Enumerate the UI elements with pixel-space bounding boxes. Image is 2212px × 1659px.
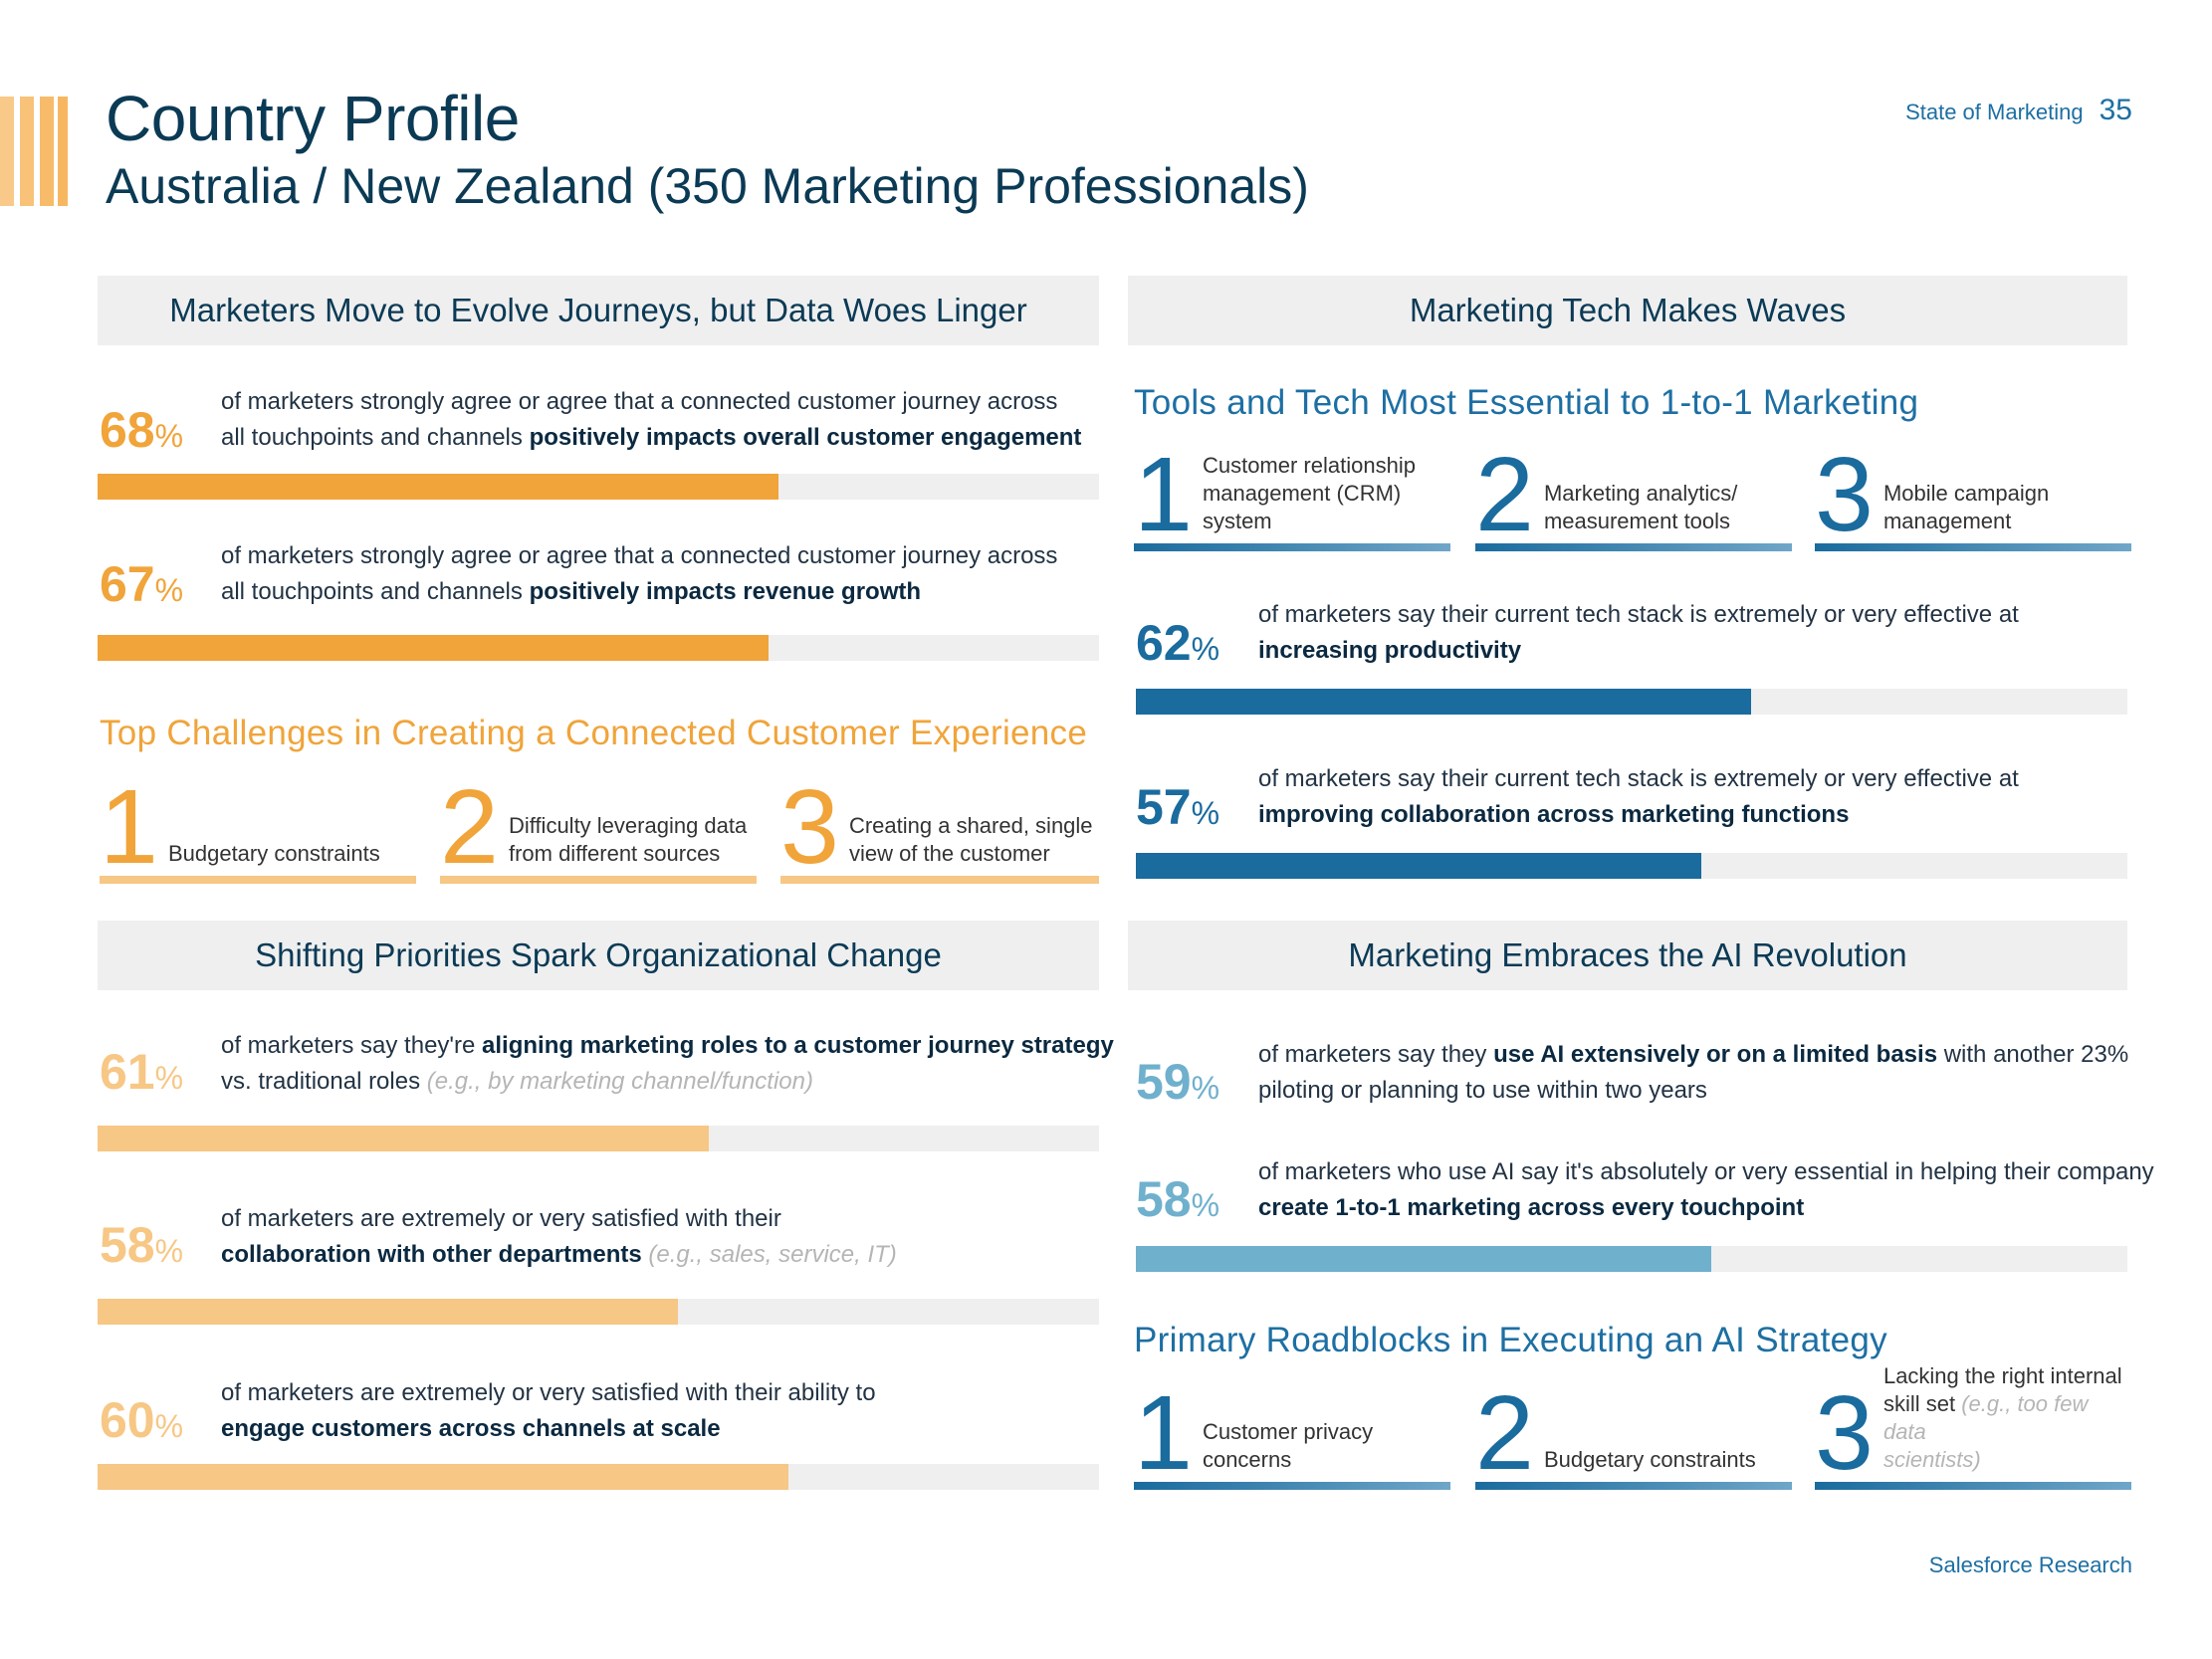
rank-underline [1815,1482,2131,1490]
tech-stat-percent: 57% [1136,779,1220,835]
rank-underline [780,876,1099,884]
journey-stat-percent: 67% [100,556,184,612]
roadblock-label: Customer privacy concerns [1202,1419,1374,1472]
journeys-section-header: Marketers Move to Evolve Journeys, but D… [98,276,1099,345]
priority-stat-bar-track [98,1464,1099,1490]
roadblock-item-3: 3 Lacking the right internal skill set (e… [1815,1363,2131,1492]
tech-stat-bar-track [1136,853,2127,879]
journey-stat-bar-track [98,474,1099,500]
priority-stat-bar-track [98,1299,1099,1325]
priority-stat-percent: 58% [100,1217,184,1273]
rank-number: 1 [1134,1374,1193,1492]
ai-stat-bar-fill [1136,1246,1711,1272]
tool-label: Marketing analytics/measurement tools [1543,481,1738,533]
journey-stat-bar-fill [98,635,770,661]
rank-number: 1 [1134,436,1193,553]
tool-item-2: 2 Marketing analytics/measurement tools [1475,436,1792,553]
rank-underline [440,876,757,884]
priority-stat-percent: 61% [100,1044,184,1100]
footer-source: Salesforce Research [1928,1553,2132,1577]
rank-underline [1134,1482,1450,1490]
page-number: 35 [2099,94,2132,126]
tech-stat-bar-track [1136,689,2127,715]
challenge-item-2: 2 Difficulty leveraging data from differe… [440,768,757,886]
journey-stat-text: of marketers strongly agree or agree tha… [221,542,1058,605]
challenge-label: Difficulty leveraging data from different… [508,813,748,866]
report-header: State of Marketing 35 [1905,94,2132,127]
tech-stat-bar-fill [1136,689,1751,715]
tools-heading: Tools and Tech Most Essential to 1-to-1 … [1134,383,1919,422]
priority-stat-text: of marketers are extremely or very satis… [221,1205,897,1268]
page-title: Country Profile [106,83,520,154]
tech-stat-percent: 62% [1136,615,1220,671]
journey-stat-bar-track [98,635,1099,661]
priority-stat-bar-track [98,1126,1099,1151]
priorities-section-header: Shifting Priorities Spark Organizational… [98,921,1099,990]
challenges-heading: Top Challenges in Creating a Connected C… [100,714,1088,752]
tech-stat-text: of marketers say their current tech stac… [1258,601,2019,664]
roadblock-label: Budgetary constraints [1543,1447,1756,1472]
tech-stat-text: of marketers say their current tech stac… [1258,765,2019,828]
tool-label: Customer relationship management (CRM) sys… [1202,453,1416,533]
header-stripes [0,97,70,206]
ai-stat-bar-track [1136,1246,2127,1272]
challenge-item-3: 3 Creating a shared, single view of the c… [780,768,1099,886]
ai-stat-percent: 59% [1136,1054,1220,1110]
priority-stat-bar-fill [98,1464,789,1490]
journey-stat-percent: 68% [100,402,184,458]
ai-stat-text: of marketers who use AI say it's absolut… [1258,1158,2154,1221]
priority-stat-bar-fill [98,1126,709,1151]
challenge-label: Budgetary constraints [167,841,380,866]
roadblock-item-1: 1 Customer privacy concerns [1134,1374,1450,1492]
tool-label: Mobile campaign management [1882,481,2050,533]
rank-number: 3 [1815,1374,1874,1492]
tool-item-3: 3 Mobile campaign management [1815,436,2131,553]
rank-number: 3 [780,768,839,886]
challenge-label: Creating a shared, single view of the cus… [848,813,1093,866]
journey-stat-text: of marketers strongly agree or agree tha… [221,388,1082,451]
ai-section-header: Marketing Embraces the AI Revolution [1128,921,2127,990]
rank-number: 1 [100,768,158,886]
rank-number: 2 [1475,1374,1534,1492]
report-name: State of Marketing [1905,100,2084,124]
priority-stat-text: of marketers say they're aligning market… [221,1032,1114,1095]
rank-number: 3 [1815,436,1874,553]
ai-stat-percent: 58% [1136,1171,1220,1227]
rank-underline [1475,1482,1792,1490]
roadblocks-heading: Primary Roadblocks in Executing an AI St… [1134,1321,1887,1359]
tech-stat-bar-fill [1136,853,1701,879]
tool-item-1: 1 Customer relationship management (CRM) s… [1134,436,1450,553]
roadblock-label: Lacking the right internal skill set (e.g… [1882,1363,2122,1472]
priority-stat-text: of marketers are extremely or very satis… [221,1379,876,1442]
rank-underline [100,876,416,884]
ai-stat-text: of marketers say they use AI extensively… [1258,1041,2129,1104]
rank-number: 2 [1475,436,1534,553]
page-subtitle: Australia / New Zealand (350 Marketing P… [106,158,1309,214]
rank-underline [1134,543,1450,551]
rank-underline [1475,543,1792,551]
rank-underline [1815,543,2131,551]
tech-section-header: Marketing Tech Makes Waves [1128,276,2127,345]
priority-stat-percent: 60% [100,1392,184,1448]
journey-stat-bar-fill [98,474,779,500]
challenge-item-1: 1 Budgetary constraints [100,768,416,886]
roadblock-item-2: 2 Budgetary constraints [1475,1374,1792,1492]
rank-number: 2 [440,768,499,886]
priority-stat-bar-fill [98,1299,679,1325]
